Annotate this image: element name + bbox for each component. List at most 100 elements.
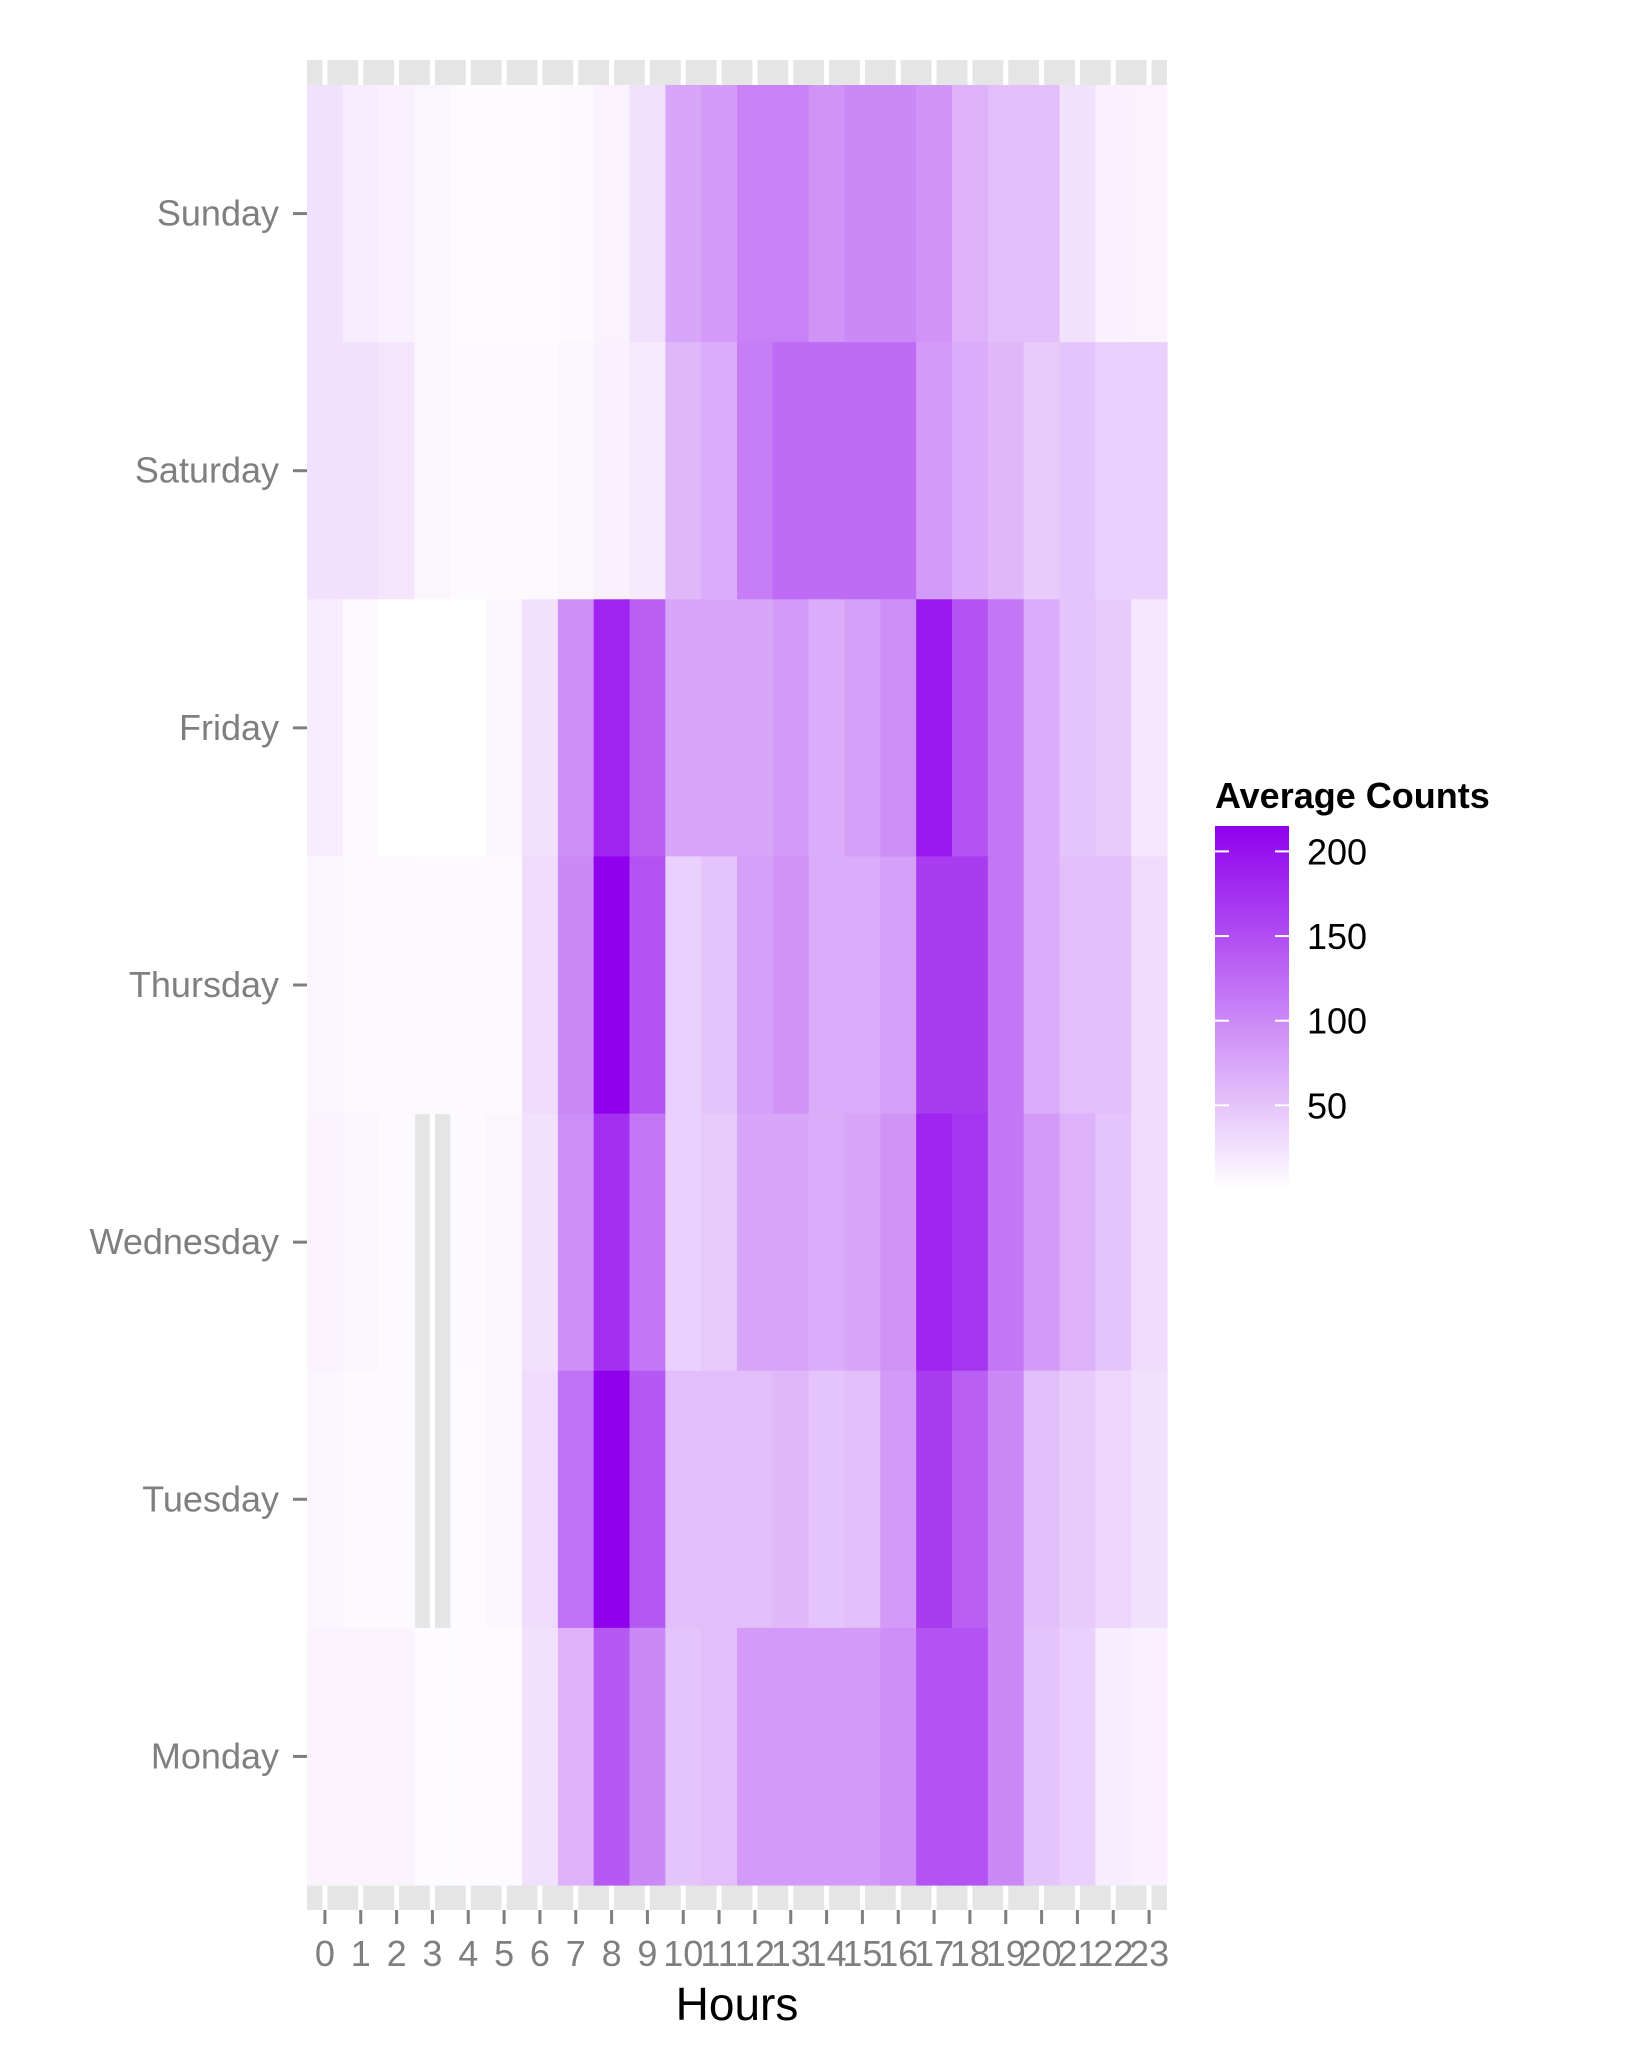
heatmap-cell [450,599,487,858]
heatmap-cell [1059,599,1096,858]
heatmap-cell [522,342,559,600]
heatmap-cell [378,599,416,858]
heatmap-cell [1095,85,1132,343]
heatmap-cell [486,1113,523,1372]
heatmap-cell [629,1627,666,1886]
y-tick-label: Friday [179,707,279,748]
x-tick-label: 0 [315,1933,335,1974]
heatmap-cell [737,599,774,858]
heatmap-cell [1095,342,1132,600]
heatmap-cell [952,1370,989,1629]
heatmap-cell [414,599,451,858]
heatmap-cell [1095,599,1132,858]
x-tick-label: 23 [1129,1933,1169,1974]
heatmap-cell [593,599,631,858]
heatmap-cell [737,1370,774,1629]
heatmap-cell [1095,856,1132,1115]
heatmap-cell [701,856,738,1115]
x-tick-label: 8 [602,1933,622,1974]
heatmap-cell [307,1627,344,1886]
heatmap-cell [844,1627,881,1886]
heatmap-cell [342,1370,380,1629]
heatmap-cell [952,342,989,600]
heatmap-cell [701,599,738,858]
heatmap-cell [593,342,631,600]
heatmap-cell [1059,342,1096,600]
heatmap-cell [701,85,738,343]
heatmap-cell [952,1113,989,1372]
heatmap-cell [808,85,846,343]
heatmap-cell [557,1370,595,1629]
x-tick-label: 10 [663,1933,703,1974]
heatmap-cell [1023,342,1061,600]
heatmap-cell [844,599,881,858]
heatmap-cell [342,1113,380,1372]
heatmap-cell [414,85,451,343]
heatmap-cell [486,85,523,343]
x-tick-label: 12 [735,1933,775,1974]
y-tick-label: Tuesday [142,1478,279,1519]
heatmap-cell [701,1627,738,1886]
heatmap-cell [1059,856,1096,1115]
y-tick-label: Monday [151,1735,279,1776]
heatmap-cell [486,1370,523,1629]
heatmap-cell [987,599,1025,858]
x-tick-label: 4 [458,1933,478,1974]
heatmap-cell [522,1370,559,1629]
heatmap-cell [522,1627,559,1886]
heatmap-cell [1131,1113,1168,1372]
heatmap-cell [1023,1113,1061,1372]
heatmap-cell [737,342,774,600]
heatmap-cell [1131,599,1168,858]
y-tick-label: Wednesday [90,1221,279,1262]
heatmap-cell [629,1370,666,1629]
heatmap-cell [557,1627,595,1886]
heatmap-cell [450,85,487,343]
heatmap-cell [1095,1113,1132,1372]
heatmap-cell [808,1627,846,1886]
heatmap-cell [1095,1627,1132,1886]
heatmap-cell [629,599,666,858]
heatmap-cell [378,1113,416,1372]
heatmap-cell [665,1113,702,1372]
heatmap-cell [342,342,380,600]
heatmap-cell [378,1627,416,1886]
y-tick-label: Thursday [129,964,279,1005]
heatmap-cell [737,1627,774,1886]
heatmap-cell [307,342,344,600]
heatmap-cell [987,1370,1025,1629]
x-tick-label: 5 [494,1933,514,1974]
heatmap-cell [880,599,917,858]
heatmap-cell [414,342,451,600]
heatmap-cell [450,342,487,600]
heatmap-cell [772,1113,810,1372]
heatmap-cell [701,342,738,600]
x-tick-label: 17 [914,1933,954,1974]
heatmap-cell [844,1370,881,1629]
heatmap-cell [557,85,595,343]
heatmap-cell [916,85,953,343]
heatmap-cell [629,1113,666,1372]
heatmap-cell [522,1113,559,1372]
heatmap-cell [378,856,416,1115]
heatmap-cell [342,1627,380,1886]
x-tick-label: 9 [637,1933,657,1974]
heatmap-cell [987,85,1025,343]
heatmap-cell [450,1627,487,1886]
heatmap-cell [629,342,666,600]
heatmap-cell [737,856,774,1115]
heatmap-cell [880,856,917,1115]
heatmap-cell [557,599,595,858]
heatmap-cell [557,342,595,600]
heatmap-cell [916,856,953,1115]
heatmap-cell [522,599,559,858]
legend-title: Average Counts [1215,775,1490,816]
x-tick-label: 22 [1093,1933,1133,1974]
heatmap-cell [772,599,810,858]
heatmap-cell [307,599,344,858]
heatmap-cell [987,1627,1025,1886]
heatmap-cell [808,1370,846,1629]
heatmap-cell [342,599,380,858]
